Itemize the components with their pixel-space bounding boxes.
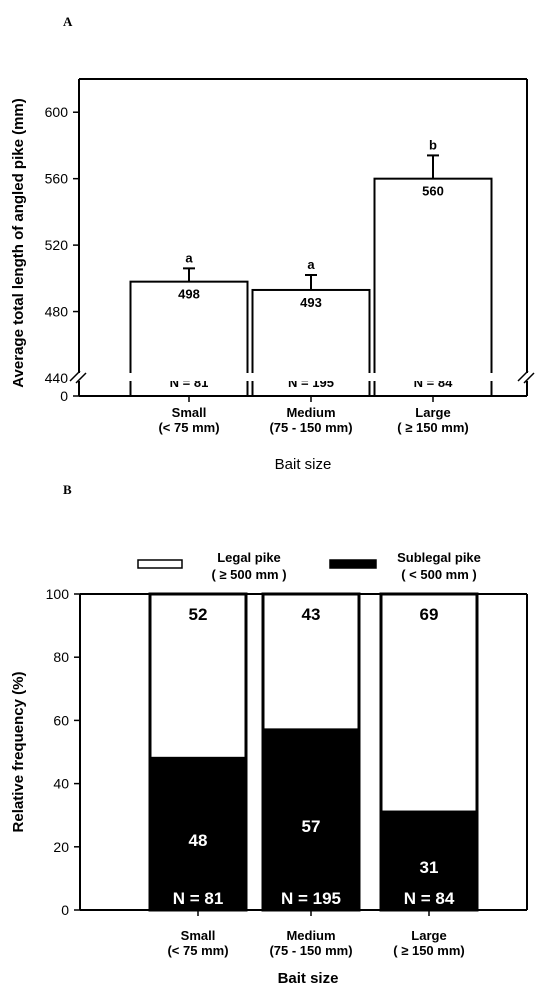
x-axis-label: Bait size (278, 970, 339, 987)
x-tick-label-2-line2: ( ≥ 150 mm) (393, 943, 464, 958)
x-tick-label-1-line2: (75 - 150 mm) (269, 420, 352, 435)
axis-break-mark-left-1 (69, 370, 81, 382)
n-label-1: N = 195 (281, 889, 341, 908)
y-tick-label-1: 480 (45, 304, 69, 320)
y-tick-label-2: 40 (53, 776, 69, 792)
x-tick-label-2-line1: Large (415, 405, 450, 420)
sublegal-bar-2 (379, 810, 479, 912)
legal-value-label-2: 69 (420, 605, 439, 624)
panel-letter-b: B (63, 482, 72, 497)
legend-swatch-sublegal (329, 559, 377, 569)
y-tick-label-zero: 0 (60, 388, 68, 404)
n-label-0: N = 81 (173, 889, 224, 908)
axis-break-mark-right-1 (517, 370, 529, 382)
x-tick-label-0-line2: (< 75 mm) (158, 420, 219, 435)
sublegal-value-label-0: 48 (189, 831, 208, 850)
sublegal-bar-1 (261, 728, 361, 912)
value-label-2: 560 (422, 184, 444, 199)
significance-letter-2: b (429, 137, 437, 152)
x-tick-label-1-line2: (75 - 150 mm) (269, 943, 352, 958)
y-tick-label-0: 440 (45, 370, 69, 386)
value-label-1: 493 (300, 295, 322, 310)
y-axis-label: Average total length of angled pike (mm) (10, 98, 27, 387)
significance-letter-0: a (185, 250, 193, 265)
y-axis-label: Relative frequency (%) (10, 672, 27, 833)
legend-label-legal: Legal pike (217, 550, 281, 565)
y-tick-label-1: 20 (53, 839, 69, 855)
x-tick-label-2-line2: ( ≥ 150 mm) (397, 420, 468, 435)
x-axis-label: Bait size (275, 456, 332, 473)
y-tick-label-4: 80 (53, 649, 69, 665)
sublegal-value-label-1: 57 (302, 817, 321, 836)
x-tick-label-0-line1: Small (181, 928, 216, 943)
x-tick-label-0-line2: (< 75 mm) (167, 943, 228, 958)
panel-b-chart: 52 48 N = 81 Small(< 75 mm) 43 57 N = 195 Mediu… (10, 550, 528, 987)
legend-sublabel-legal: ( ≥ 500 mm ) (211, 567, 286, 582)
y-tick-label-3: 560 (45, 171, 69, 187)
bar-2 (373, 177, 493, 397)
x-tick-label-1-line1: Medium (286, 928, 335, 943)
y-tick-label-4: 600 (45, 104, 69, 120)
axis-break-band (67, 373, 535, 381)
y-tick-label-0: 0 (61, 902, 69, 918)
significance-letter-1: a (307, 257, 315, 272)
legal-value-label-0: 52 (189, 605, 208, 624)
axis-break-mark-right-2 (523, 372, 535, 384)
legend-label-sublegal: Sublegal pike (397, 550, 481, 565)
x-tick-label-1-line1: Medium (286, 405, 335, 420)
x-tick-label-0-line1: Small (172, 405, 207, 420)
axis-break-mark-left-2 (75, 372, 87, 384)
legend-swatch-legal (137, 559, 183, 569)
y-tick-label-5: 100 (46, 586, 70, 602)
legend-sublabel-sublegal: ( < 500 mm ) (401, 567, 477, 582)
sublegal-value-label-2: 31 (420, 858, 439, 877)
sublegal-bar-0 (148, 756, 248, 912)
value-label-0: 498 (178, 287, 200, 302)
legal-value-label-1: 43 (302, 605, 321, 624)
x-tick-label-2-line1: Large (411, 928, 446, 943)
y-tick-label-2: 520 (45, 237, 69, 253)
y-tick-label-3: 60 (53, 712, 69, 728)
n-label-2: N = 84 (404, 889, 455, 908)
panel-letter-a: A (63, 14, 73, 29)
